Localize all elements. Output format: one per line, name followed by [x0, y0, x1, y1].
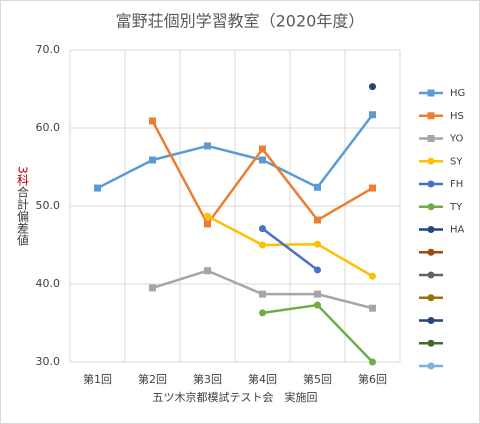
y-tick-label: 70.0	[36, 43, 61, 56]
legend-label: FH	[450, 179, 463, 190]
series-line	[96, 113, 374, 190]
legend-marker	[427, 339, 435, 347]
data-point	[204, 142, 211, 150]
x-tick-label: 第6回	[358, 372, 387, 386]
legend-label: YO	[449, 134, 464, 145]
legend-marker	[427, 203, 435, 211]
data-point	[149, 117, 156, 125]
x-tick-label: 第3回	[193, 372, 222, 386]
x-tick-label: 第4回	[248, 372, 277, 386]
series-line	[261, 227, 319, 271]
data-point	[369, 83, 376, 91]
legend-label: HA	[450, 225, 465, 236]
legend-marker	[427, 362, 435, 370]
data-point	[314, 301, 321, 309]
data-point	[204, 267, 211, 275]
legend-marker	[427, 112, 435, 120]
y-tick-label: 60.0	[36, 121, 61, 134]
data-point	[259, 290, 266, 298]
data-point	[204, 212, 211, 220]
legend-marker	[427, 89, 435, 97]
data-point	[369, 358, 376, 366]
y-tick-label: 50.0	[36, 199, 61, 212]
legend-marker	[427, 294, 435, 302]
data-point	[259, 156, 266, 164]
data-point	[314, 290, 321, 298]
data-point	[369, 184, 376, 192]
legend-marker	[427, 248, 435, 256]
data-point	[259, 225, 266, 233]
data-point	[204, 220, 211, 228]
x-tick-label: 第5回	[303, 372, 332, 386]
data-point	[369, 111, 376, 119]
legend-marker	[427, 135, 435, 142]
data-point	[259, 145, 266, 153]
series-line	[206, 215, 374, 278]
legend-label: HS	[450, 111, 464, 122]
data-point	[369, 272, 376, 280]
data-point	[369, 304, 376, 312]
data-point	[314, 240, 321, 248]
legend-marker	[427, 226, 435, 233]
data-point	[149, 156, 156, 164]
x-tick-label: 第2回	[138, 372, 167, 386]
legend-label: TY	[449, 202, 463, 213]
y-tick-label: 40.0	[36, 277, 61, 290]
data-point	[94, 184, 101, 192]
data-point	[259, 309, 266, 317]
chart-title: 富野荘個別学習教室（2020年度）	[116, 12, 365, 31]
legend-marker	[427, 180, 435, 188]
y-axis-label: 3科合計偏差値	[16, 166, 30, 246]
y-tick-label: 30.0	[36, 355, 61, 368]
legend-marker	[427, 317, 435, 324]
legend-marker	[427, 157, 435, 165]
x-axis-label: 五ツ木京都模試テスト会 実施回	[153, 390, 318, 404]
data-point	[259, 241, 266, 249]
x-tick-label: 第1回	[83, 372, 112, 386]
data-point	[314, 216, 321, 224]
data-point	[149, 284, 156, 292]
legend-marker	[427, 271, 435, 279]
data-point	[314, 183, 321, 191]
legend-label: SY	[450, 156, 463, 167]
legend-label: HG	[450, 88, 465, 99]
data-point	[314, 266, 321, 274]
